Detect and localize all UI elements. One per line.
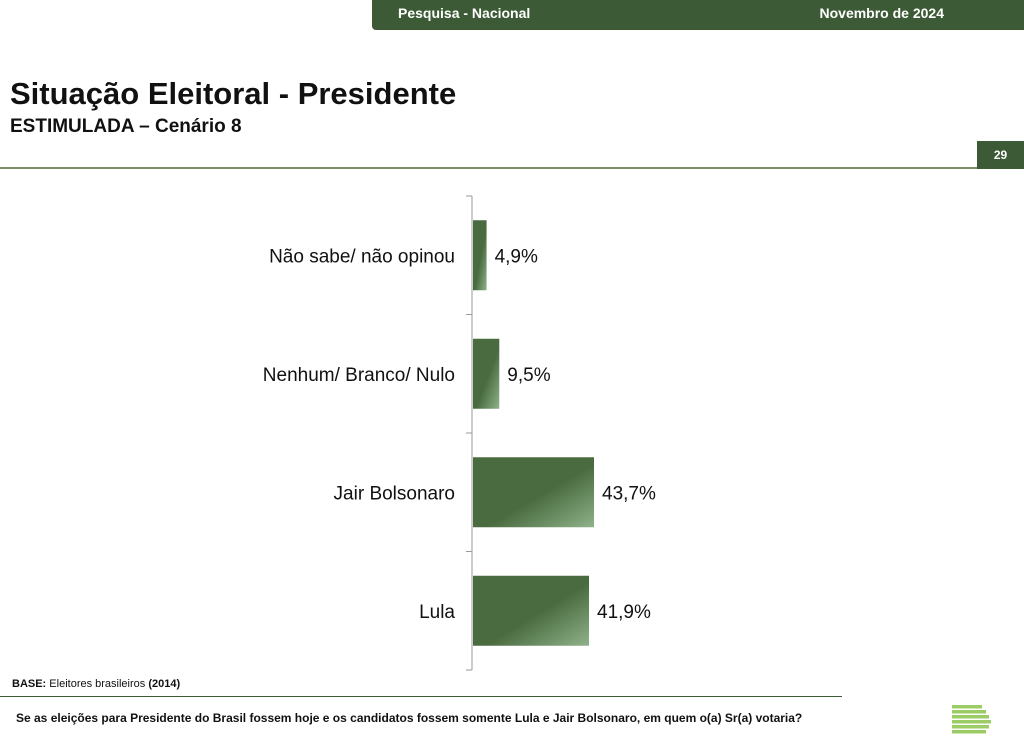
logo-bar [952, 720, 991, 724]
data-label: 4,9% [495, 246, 538, 267]
footer-divider [0, 696, 842, 697]
base-text: Eleitores brasileiros [49, 678, 146, 690]
survey-label: Pesquisa - Nacional [398, 5, 531, 21]
bar [473, 338, 500, 409]
logo-bar [952, 710, 986, 714]
base-n: (2014) [148, 678, 181, 690]
logo-bar [952, 715, 989, 719]
base-note: BASE: Eleitores brasileiros (2014) [12, 678, 180, 690]
page-title: Situação Eleitoral - Presidente [10, 76, 457, 111]
survey-question: Se as eleições para Presidente do Brasil… [16, 711, 803, 725]
data-label: 9,5% [507, 365, 550, 386]
header-bar: Pesquisa - Nacional Novembro de 2024 [372, 0, 1024, 30]
bar-chart: Não sabe/ não opinou 4,9% Nenhum/ Branco/ … [263, 195, 656, 671]
logo-bar [952, 705, 982, 709]
header-divider [0, 167, 977, 169]
category-label: Nenhum/ Branco/ Nulo [263, 365, 455, 386]
stacked-bars-logo-icon [952, 705, 991, 734]
bar [473, 575, 590, 646]
category-label: Não sabe/ não opinou [269, 246, 455, 267]
page-subtitle: ESTIMULADA – Cenário 8 [10, 116, 242, 137]
data-label: 41,9% [597, 602, 651, 623]
base-label: BASE: [12, 678, 47, 690]
page-number: 29 [977, 141, 1024, 169]
data-label: 43,7% [602, 483, 656, 504]
bar [473, 220, 487, 291]
logo-bar [952, 730, 986, 734]
category-label: Lula [419, 602, 455, 623]
bar [473, 457, 594, 528]
logo-bar [952, 725, 989, 729]
category-label: Jair Bolsonaro [334, 483, 455, 504]
survey-date: Novembro de 2024 [819, 5, 945, 21]
